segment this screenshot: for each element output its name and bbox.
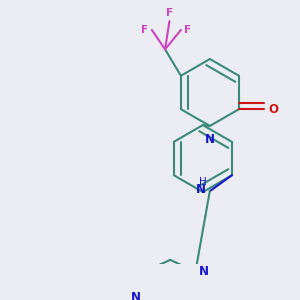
Text: N: N (205, 133, 215, 146)
Text: N: N (196, 183, 206, 196)
Text: N: N (131, 291, 141, 300)
Text: O: O (268, 103, 278, 116)
Text: F: F (141, 25, 148, 35)
Text: N: N (199, 265, 209, 278)
Text: F: F (166, 8, 173, 18)
Text: H: H (199, 177, 206, 187)
Text: F: F (184, 25, 192, 35)
